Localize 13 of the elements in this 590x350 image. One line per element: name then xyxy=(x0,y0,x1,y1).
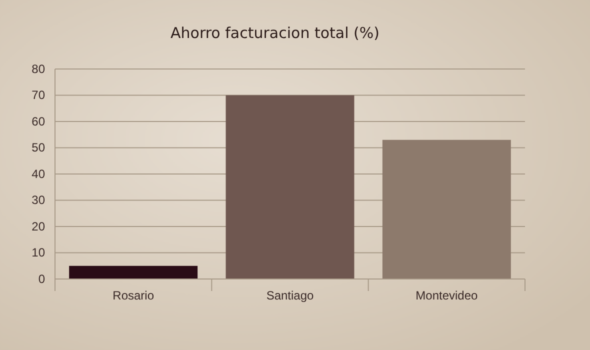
y-tick-label: 60 xyxy=(32,114,46,128)
y-tick-label: 0 xyxy=(38,272,46,286)
y-tick-label: 20 xyxy=(32,219,46,234)
y-tick-label: 40 xyxy=(32,166,46,181)
x-tick-label: Rosario xyxy=(112,288,154,303)
x-tick-label: Santiago xyxy=(266,288,314,303)
y-tick-label: 30 xyxy=(32,193,46,208)
y-tick-label: 80 xyxy=(32,62,46,76)
y-tick-label: 10 xyxy=(32,246,46,260)
chart-title: Ahorro facturacion total (%) xyxy=(170,24,380,42)
y-tick-label: 50 xyxy=(32,140,46,155)
x-tick-label: Montevideo xyxy=(416,288,478,303)
y-tick-label: 70 xyxy=(32,88,46,102)
